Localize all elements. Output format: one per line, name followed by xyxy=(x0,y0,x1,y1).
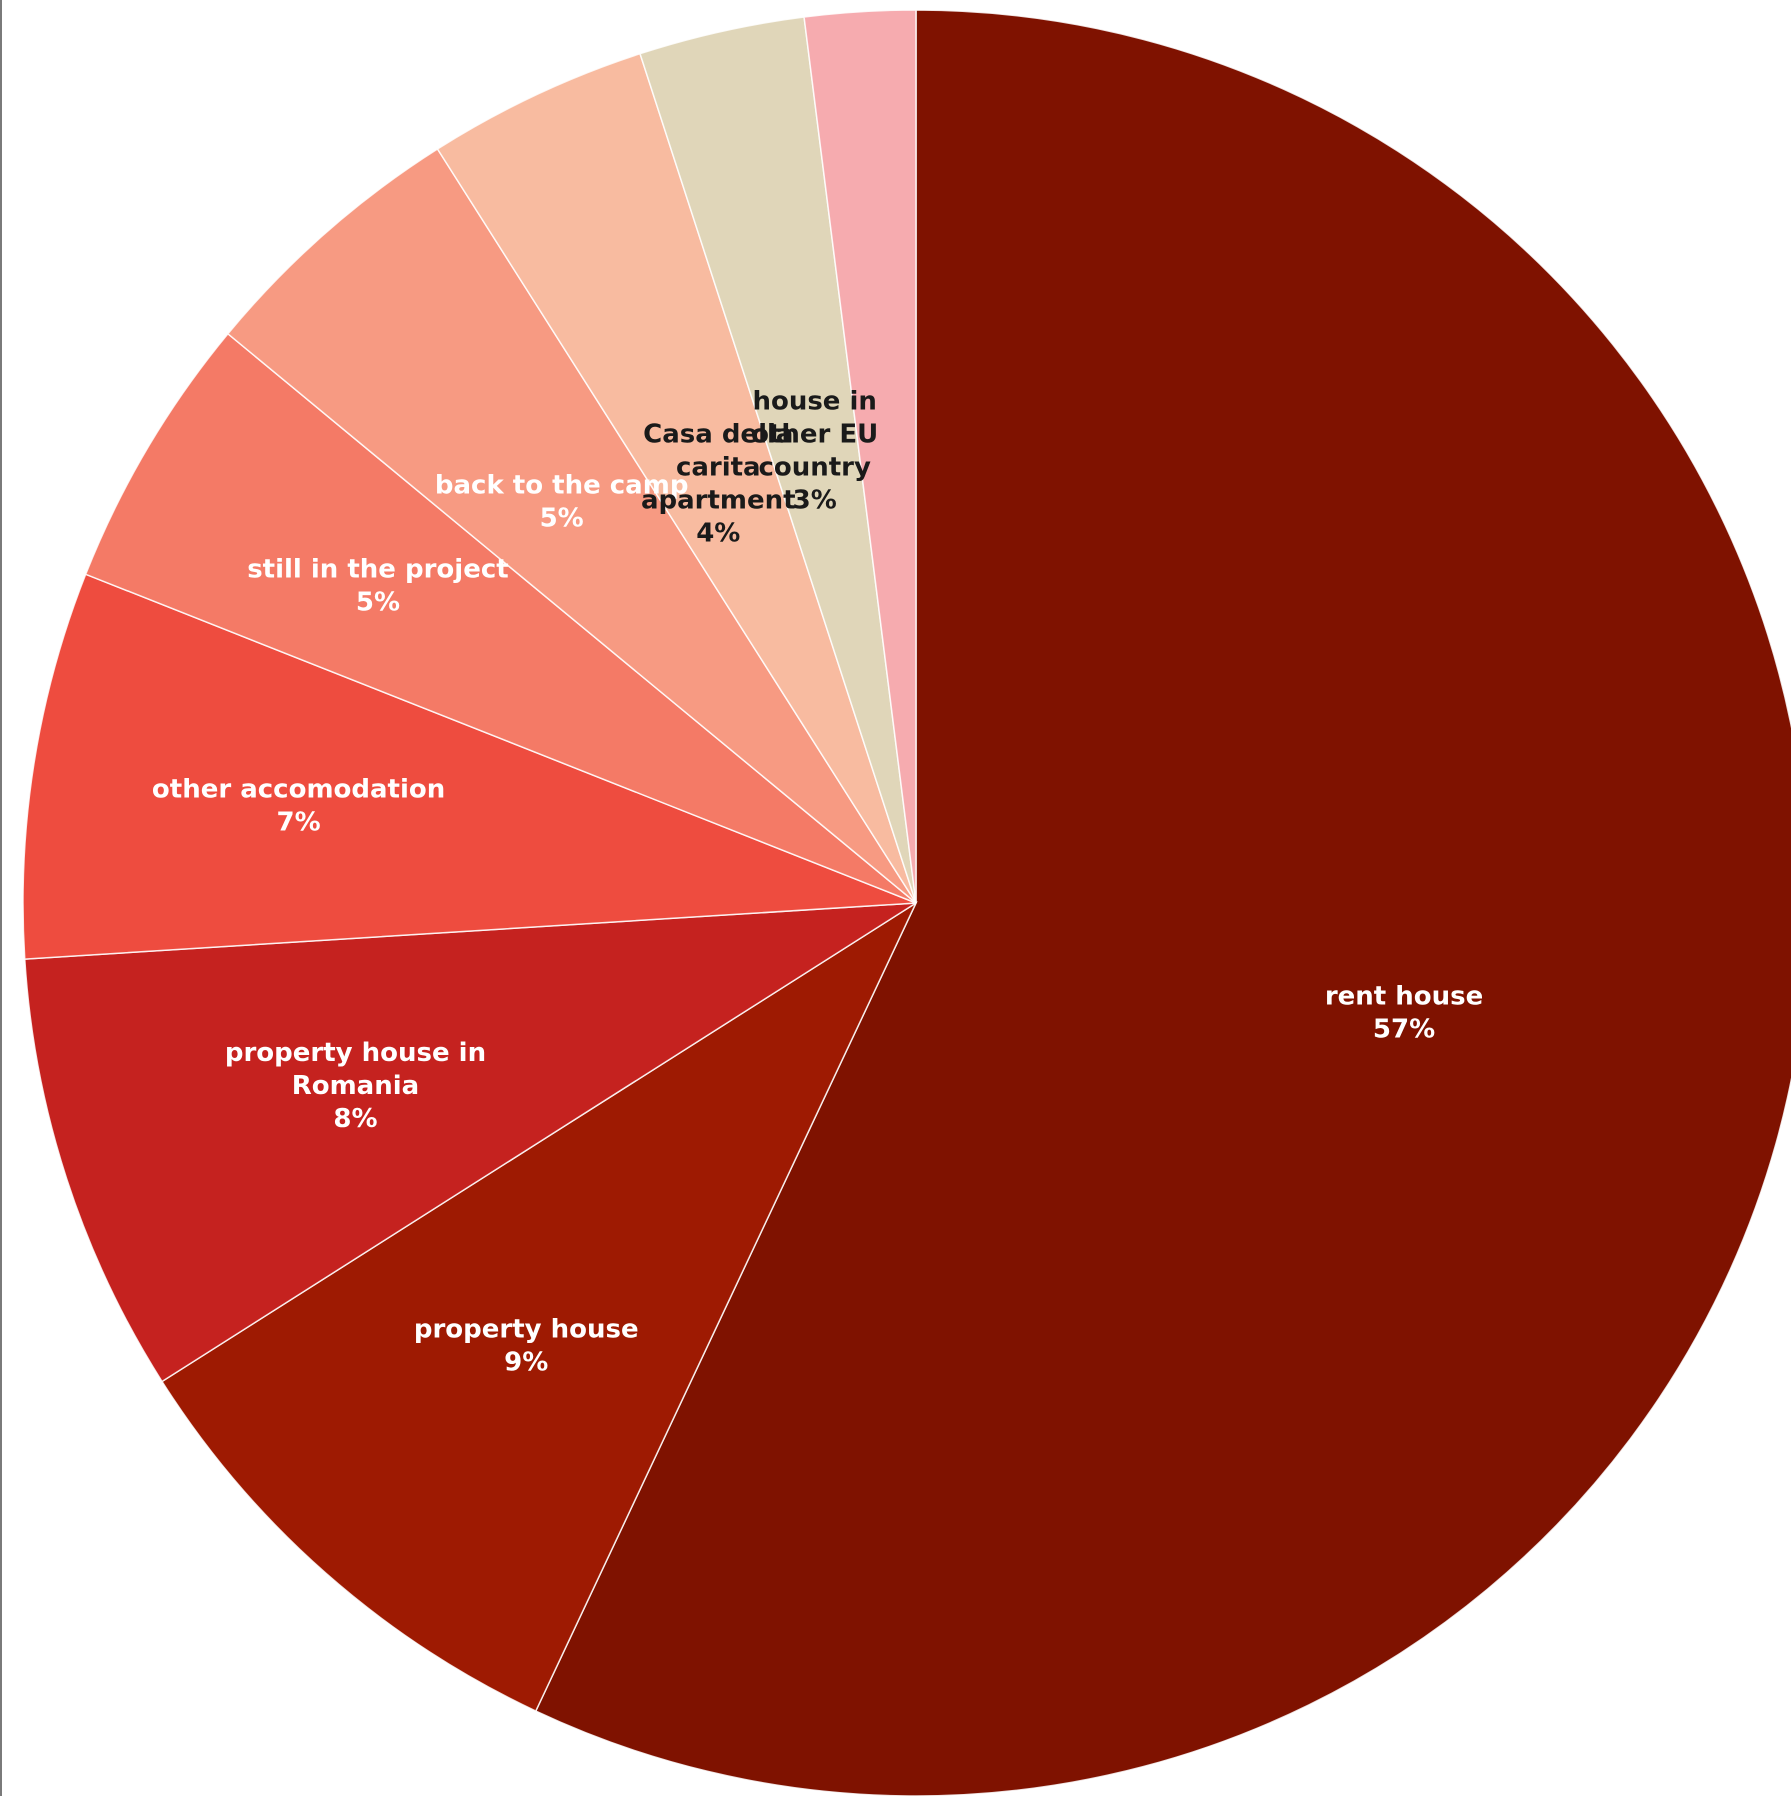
slice-percent: 7% xyxy=(277,808,321,838)
slice-label-line: Romania xyxy=(292,1071,420,1101)
window-edge xyxy=(0,0,2,1796)
slice-label-5: back to the camp 5% xyxy=(435,471,689,534)
pie-slice-4 xyxy=(84,332,917,904)
pie-slice-8 xyxy=(803,9,917,904)
labels-layer: rent house 57%property house 9%property ho… xyxy=(152,386,1483,1377)
slice-label-line: property house xyxy=(414,1315,639,1345)
slice-label-7: house in other EU country 3% xyxy=(751,386,878,515)
slice-label-line: carita xyxy=(676,452,761,482)
slice-percent: 8% xyxy=(333,1104,377,1134)
slice-label-line: Casa della xyxy=(643,419,793,449)
slice-percent: 3% xyxy=(793,485,837,515)
slice-label-line: still in the project xyxy=(247,554,508,584)
slice-label-2: property house in Romania 8% xyxy=(225,1038,486,1134)
slice-percent: 4% xyxy=(696,518,740,548)
slice-label-line: property house in xyxy=(225,1038,486,1068)
slice-percent: 5% xyxy=(540,504,584,534)
slice-label-line: country xyxy=(758,452,871,482)
slice-label-line: house in xyxy=(752,386,876,416)
pie-slice-1 xyxy=(160,900,918,1713)
slice-label-3: other accomodation 7% xyxy=(152,775,445,838)
slice-label-4: still in the project 5% xyxy=(247,554,508,617)
slice-percent: 9% xyxy=(504,1348,548,1378)
slice-label-6: Casa della carita apartment 4% xyxy=(641,419,796,548)
slice-label-line: other accomodation xyxy=(152,775,445,805)
slice-label-line: rent house xyxy=(1325,982,1483,1012)
pie-slice-5 xyxy=(226,147,917,904)
slice-label-line: apartment xyxy=(641,485,796,515)
pie-slice-6 xyxy=(436,52,917,904)
slice-label-0: rent house 57% xyxy=(1325,982,1483,1045)
slice-label-line: other EU xyxy=(751,419,878,449)
pie-slice-3 xyxy=(22,573,917,960)
slice-label-line: back to the camp xyxy=(435,471,689,501)
pie-slice-0 xyxy=(534,9,1791,1796)
slice-label-1: property house 9% xyxy=(414,1315,639,1378)
slices-layer xyxy=(22,9,1791,1796)
slice-percent: 5% xyxy=(356,587,400,617)
slice-percent: 57% xyxy=(1373,1015,1435,1045)
pie-slice-2 xyxy=(23,902,917,1383)
